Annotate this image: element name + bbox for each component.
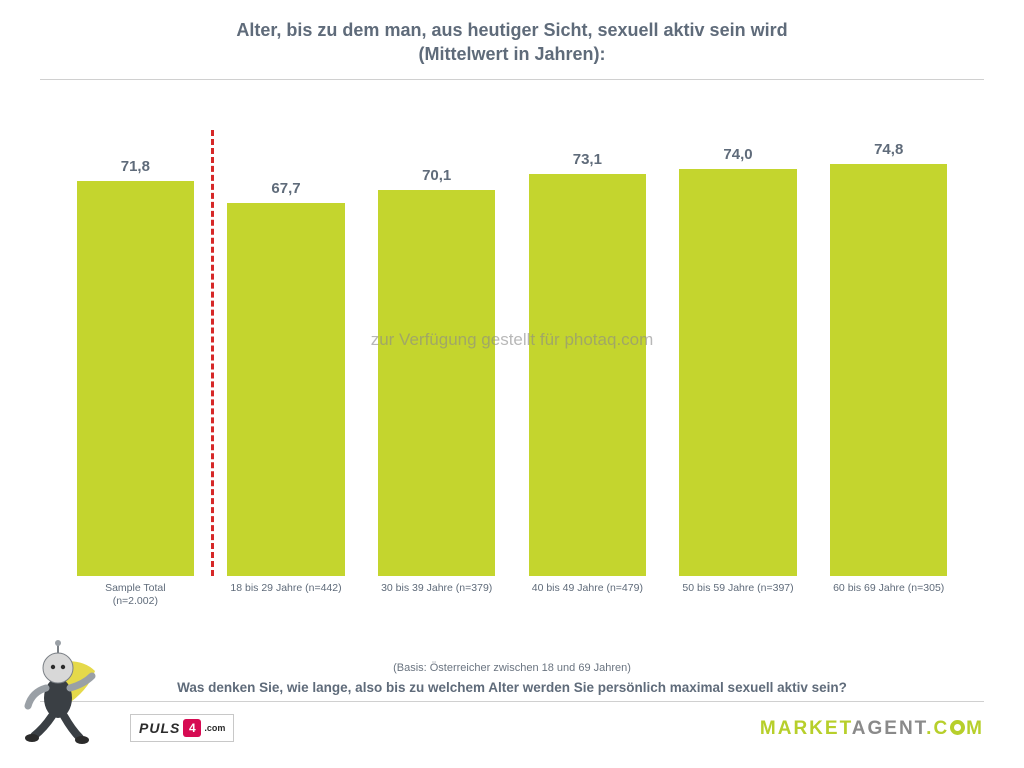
- survey-question: Was denken Sie, wie lange, also bis zu w…: [0, 680, 1024, 695]
- puls4-text: PULS: [139, 720, 180, 736]
- bar-slot: 74,8 60 bis 69 Jahre (n=305): [813, 130, 964, 610]
- bar-value-label: 73,1: [573, 151, 602, 168]
- ma-part1: MARKET: [760, 718, 852, 739]
- ma-part2: AGENT: [852, 718, 926, 739]
- ma-suffix2: M: [966, 718, 984, 739]
- bar-category-label: 18 bis 29 Jahre (n=442): [211, 582, 362, 610]
- puls4-suffix: .com: [204, 723, 225, 733]
- basis-note: (Basis: Österreicher zwischen 18 und 69 …: [0, 662, 1024, 674]
- bar-slot: 73,1 40 bis 49 Jahre (n=479): [512, 130, 663, 610]
- bar-category-label: 40 bis 49 Jahre (n=479): [512, 582, 663, 610]
- title-line-1: Alter, bis zu dem man, aus heutiger Sich…: [60, 18, 964, 42]
- bar-slot: 74,0 50 bis 59 Jahre (n=397): [663, 130, 814, 610]
- bar-slot: 70,1 30 bis 39 Jahre (n=379): [361, 130, 512, 610]
- ma-suffix1: .C: [926, 718, 949, 739]
- bar-value-label: 70,1: [422, 167, 451, 184]
- bar-rect: [77, 181, 195, 576]
- puls4-logo: PULS 4 .com: [130, 714, 234, 742]
- bar-category-label: 30 bis 39 Jahre (n=379): [361, 582, 512, 610]
- bar-rect: [830, 164, 948, 575]
- bar-slot: 71,8 Sample Total(n=2.002): [60, 130, 211, 610]
- bar-rect: [529, 174, 647, 576]
- mascot-icon: [10, 636, 120, 746]
- bars-row: 71,8 Sample Total(n=2.002) 67,7 18 bis 29 J…: [60, 130, 964, 610]
- bar-chart: 71,8 Sample Total(n=2.002) 67,7 18 bis 29 J…: [60, 130, 964, 610]
- marketagent-logo: MARKETAGENT.C M: [760, 718, 984, 740]
- ma-o-icon: [950, 720, 965, 735]
- title-divider: [40, 79, 984, 80]
- bar-slot: 67,7 18 bis 29 Jahre (n=442): [211, 130, 362, 610]
- bar-category-label: 50 bis 59 Jahre (n=397): [663, 582, 814, 610]
- bar-rect: [227, 203, 345, 575]
- bar-value-label: 67,7: [271, 180, 300, 197]
- bar-category-label: 60 bis 69 Jahre (n=305): [813, 582, 964, 610]
- title-line-2: (Mittelwert in Jahren):: [60, 42, 964, 66]
- chart-title: Alter, bis zu dem man, aus heutiger Sich…: [0, 0, 1024, 79]
- puls4-badge: 4: [183, 719, 201, 737]
- bar-value-label: 74,8: [874, 141, 903, 158]
- bar-value-label: 74,0: [723, 146, 752, 163]
- bar-value-label: 71,8: [121, 158, 150, 175]
- group-divider: [211, 130, 214, 576]
- bar-rect: [679, 169, 797, 576]
- logos-row: PULS 4 .com MARKETAGENT.C M: [0, 710, 1024, 750]
- footer-divider: [40, 701, 984, 702]
- bar-category-label: Sample Total(n=2.002): [60, 582, 211, 610]
- bar-rect: [378, 190, 496, 576]
- footer: (Basis: Österreicher zwischen 18 und 69 …: [0, 648, 1024, 768]
